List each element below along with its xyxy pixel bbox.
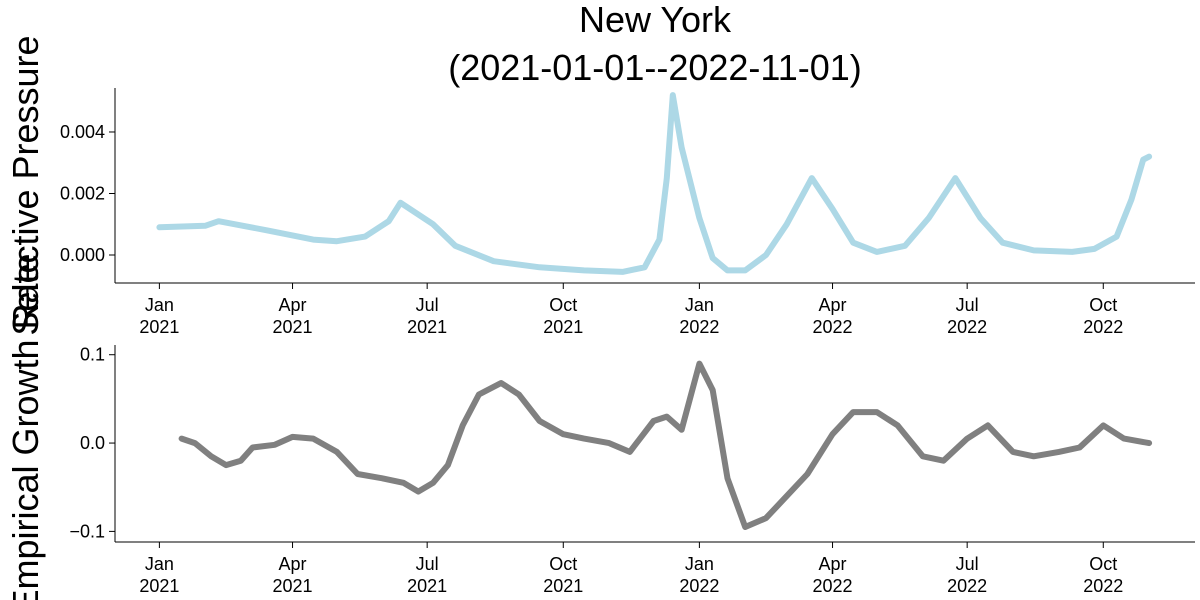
- chart-title: New York: [579, 0, 732, 40]
- data-line: [156, 92, 1153, 275]
- x-tick-label: Oct 2022: [1083, 554, 1123, 596]
- x-tick-label: Oct 2022: [1083, 295, 1123, 337]
- y-tick-label: 0.002: [60, 183, 105, 203]
- x-tick-label: Jan 2021: [139, 295, 179, 337]
- y-axis-label: Selective Pressure: [5, 35, 46, 335]
- x-tick-label: Apr 2022: [813, 554, 853, 596]
- y-tick-label: 0.000: [60, 245, 105, 265]
- chart-subtitle: (2021-01-01--2022-11-01): [448, 47, 862, 88]
- y-tick-label: −0.1: [69, 521, 105, 541]
- x-tick-label: Jul 2022: [947, 295, 987, 337]
- x-tick-label: Jan 2022: [679, 295, 719, 337]
- x-tick-label: Oct 2021: [543, 554, 583, 596]
- x-tick-label: Jul 2022: [947, 554, 987, 596]
- x-tick-label: Jul 2021: [407, 295, 447, 337]
- y-tick-label: 0.1: [80, 345, 105, 365]
- data-line: [178, 360, 1153, 530]
- x-tick-label: Apr 2021: [273, 554, 313, 596]
- y-tick-label: 0.004: [60, 122, 105, 142]
- x-tick-label: Jul 2021: [407, 554, 447, 596]
- x-tick-label: Jan 2021: [139, 554, 179, 596]
- y-tick-label: 0.0: [80, 433, 105, 453]
- y-axis-label: Empirical Growth Rate: [5, 253, 46, 600]
- x-tick-label: Apr 2021: [273, 295, 313, 337]
- x-tick-label: Oct 2021: [543, 295, 583, 337]
- x-tick-label: Jan 2022: [679, 554, 719, 596]
- x-tick-label: Apr 2022: [813, 295, 853, 337]
